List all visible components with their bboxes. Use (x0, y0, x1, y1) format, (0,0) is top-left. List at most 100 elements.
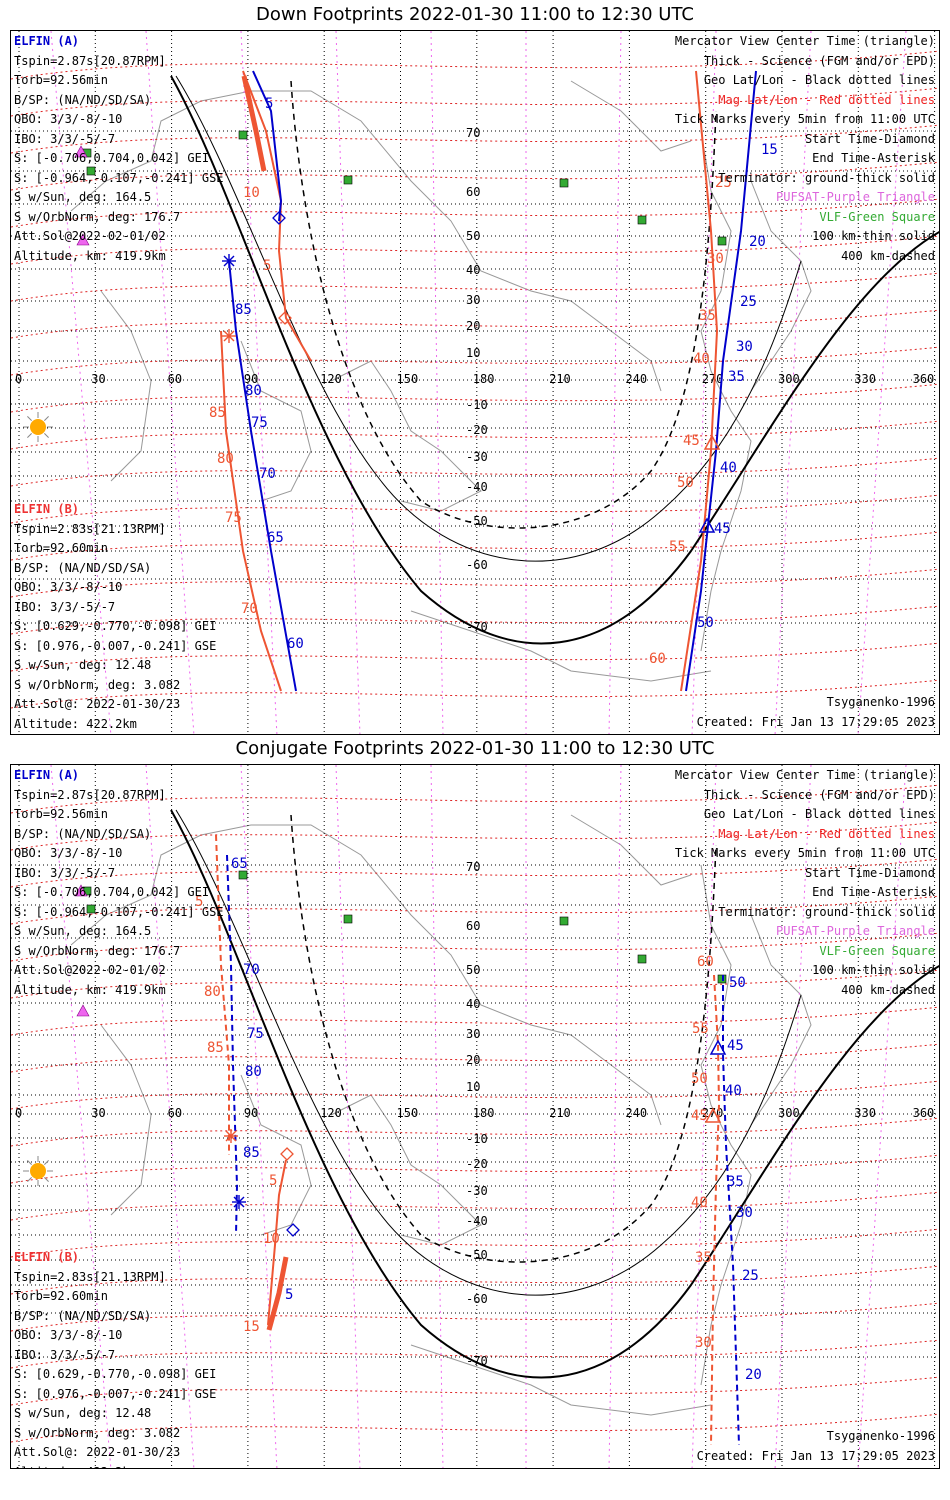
track-tick-label: 80 (217, 451, 234, 467)
vlf-green-square-icon (637, 954, 647, 964)
mag-lat-gridline (11, 383, 939, 413)
info-line: OBO: 3/3/-8/-10 (14, 580, 123, 594)
lon-tick-label: 150 (397, 372, 419, 386)
coastline (410, 610, 712, 682)
mag-lat-gridline (11, 605, 939, 635)
lat-tick-label: -30 (466, 450, 488, 464)
lat-tick-label: 40 (466, 997, 480, 1011)
lon-tick-label: 90 (244, 372, 258, 386)
track-tick-label: 30 (695, 1335, 712, 1351)
mag-lat-gridline (11, 1043, 939, 1073)
info-line: IBO: 3/3/-5/-7 (14, 131, 116, 146)
track-tick-label: 45 (714, 521, 731, 537)
elfin-b-track (267, 1159, 287, 1326)
mag-lat-gridline (11, 1080, 939, 1110)
track-tick-label: 85 (209, 405, 226, 421)
lat-tick-label: 20 (466, 1053, 480, 1067)
track-tick-label: 70 (259, 466, 276, 482)
lon-tick-label: 300 (778, 1106, 800, 1120)
start-diamond-icon (278, 311, 292, 325)
mag-lat-gridline (11, 309, 939, 339)
elfin-b-track (220, 330, 282, 692)
legend-line: Start Time-Diamond (804, 131, 935, 146)
lon-tick-label: 30 (91, 372, 105, 386)
track-tick-label: 40 (691, 1195, 708, 1211)
lon-tick-label: 0 (15, 1106, 22, 1120)
info-line: Att.Sol@2022-02-01/02 (14, 963, 166, 977)
mag-lon-gridline (608, 31, 622, 734)
lat-tick-label: -10 (466, 1132, 488, 1146)
mag-lon-gridline (430, 765, 444, 1468)
lat-tick-label: 20 (466, 319, 480, 333)
elfin-a-info: ELFIN (A) Tspin=2.87s[20.87RPM] Torb=92.… (14, 766, 224, 1000)
info-line: S: [-0.964,-0.107,-0.241] GSE (14, 170, 224, 185)
coastline (570, 80, 692, 152)
lat-tick-label: 10 (466, 1080, 480, 1094)
mag-lat-gridline (11, 1413, 939, 1443)
terminator-100km-line (175, 809, 802, 1296)
elfin-a-track (722, 975, 740, 1446)
model-label: Tsyganenko-1996 (826, 1429, 935, 1443)
track-tick-label: 50 (691, 1071, 708, 1087)
coastline (410, 1344, 712, 1416)
lat-tick-label: -20 (466, 1157, 488, 1171)
mag-lat-gridline (11, 272, 939, 302)
sun-icon (23, 1156, 53, 1186)
mag-lon-gridline (857, 31, 907, 734)
track-tick-label: 50 (729, 975, 746, 991)
lat-tick-label: 60 (466, 185, 480, 199)
info-line: Altitude, km: 419.9km (14, 982, 166, 997)
track-tick-label: 35 (695, 1250, 712, 1266)
mag-lat-gridline (11, 494, 939, 524)
mag-lat-gridline (11, 1265, 939, 1295)
track-tick-label: 85 (243, 1145, 260, 1161)
mag-lat-gridline (11, 932, 939, 962)
mag-lon-gridline (145, 765, 195, 1468)
info-line: S: [0.976,-0.007,-0.241] GSE (14, 1386, 217, 1401)
info-line: S w/Sun, deg: 12.48 (14, 1406, 152, 1420)
lon-tick-label: 330 (854, 372, 876, 386)
info-line: S: [-0.964,-0.107,-0.241] GSE (14, 904, 224, 919)
coastline (330, 360, 482, 512)
mag-lat-gridline (11, 1117, 939, 1147)
legend-line: Tick Marks every 5min from 11:00 UTC (674, 846, 935, 860)
vlf-green-square-icon (238, 130, 248, 140)
conjugate-footprints-title: Conjugate Footprints 2022-01-30 11:00 to… (235, 738, 715, 759)
end-asterisk-icon (224, 1129, 238, 1143)
map-canvas: 0 30 60 90 120 150 180 210 240 270 300 330 360706050… (11, 765, 939, 1468)
elfin-a-header: ELFIN (A) (14, 34, 80, 48)
track-tick-label: 85 (207, 1040, 224, 1056)
vlf-green-square-icon (559, 178, 569, 188)
info-line: S w/OrbNorm, deg: 3.082 (14, 677, 181, 692)
track-tick-label: 5 (285, 1287, 293, 1303)
science-segment (241, 75, 267, 172)
info-line: Altitude: 422.2km (14, 716, 137, 731)
mag-lon-gridline (50, 31, 112, 734)
track-tick-label: 5 (195, 894, 203, 910)
coastline (570, 814, 692, 886)
mag-lon-gridline (774, 31, 812, 734)
center-triangle-icon (698, 517, 716, 533)
terminator-100km-line (175, 75, 802, 562)
lon-tick-label: 240 (625, 1106, 647, 1120)
mag-lat-gridline (11, 457, 939, 487)
mag-lat-gridline (11, 1339, 939, 1369)
info-line: B/SP: (NA/ND/SD/SA) (14, 826, 152, 841)
legend-line: PUFSAT-Purple Triangle (776, 190, 935, 204)
lon-tick-label: 30 (91, 1106, 105, 1120)
mag-lat-gridline (11, 1228, 939, 1258)
legend-line: 400 km-dashed (841, 248, 935, 263)
mag-lon-gridline (240, 765, 278, 1468)
track-tick-label: 85 (235, 302, 252, 318)
vlf-green-square-icon (559, 916, 569, 926)
vlf-green-square-icon (343, 175, 353, 185)
info-line: OBO: 3/3/-8/-10 (14, 846, 123, 860)
mag-lat-gridline (11, 858, 939, 888)
vlf-green-square-icon (238, 870, 248, 880)
lat-tick-label: 40 (466, 263, 480, 277)
mag-lat-gridline (11, 161, 939, 191)
coastline (700, 864, 752, 1386)
created-label: Created: Fri Jan 13 17:29:05 2023 (696, 1449, 935, 1463)
coastline (330, 1094, 482, 1246)
lat-tick-label: -60 (466, 1292, 488, 1306)
